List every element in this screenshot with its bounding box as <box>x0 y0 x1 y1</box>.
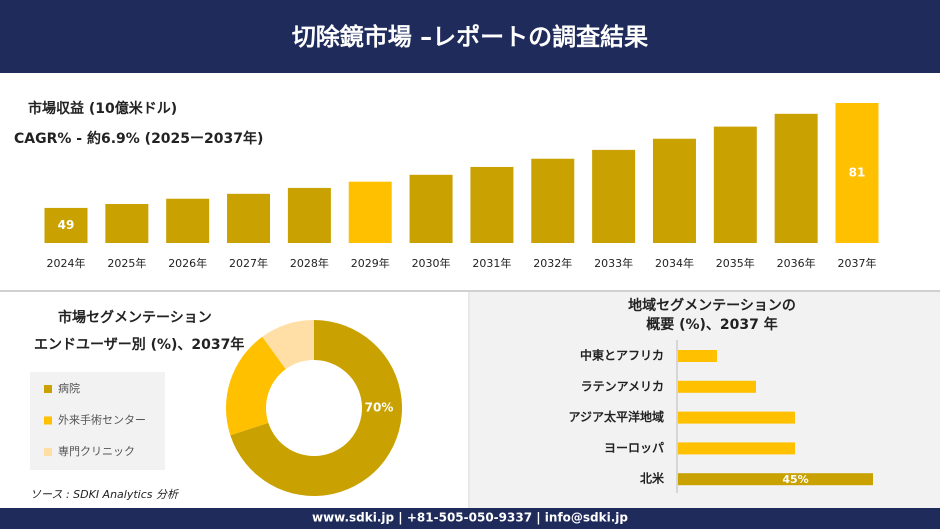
legend-swatch <box>44 416 52 425</box>
donut-segment <box>262 320 314 370</box>
x-tick-label: 2035年 <box>716 256 755 270</box>
legend-swatch <box>44 448 52 456</box>
header-title: 切除鏡市場 –レポートの調査結果 <box>292 23 648 51</box>
bar <box>774 113 818 243</box>
bar <box>592 149 636 243</box>
bar <box>835 103 879 243</box>
legend-label: 外来手術センター <box>58 413 146 427</box>
bar <box>44 207 88 243</box>
header-bg <box>0 0 940 73</box>
bar <box>678 411 795 424</box>
x-tick-label: 2031年 <box>472 256 511 270</box>
data-label: 70% <box>365 401 394 415</box>
bar <box>409 174 453 243</box>
x-tick-label: 2030年 <box>412 256 451 270</box>
chart-subtitle: エンドユーザー別 (%)、2037年 <box>34 336 244 353</box>
x-tick-label: 2037年 <box>838 256 877 270</box>
chart-title: 市場セグメンテーション <box>58 309 212 326</box>
x-tick-label: 2026年 <box>168 256 207 270</box>
legend-label: 病院 <box>58 381 80 395</box>
y-tick-label: 中東とアフリカ <box>580 348 664 363</box>
donut-segment <box>230 320 402 496</box>
bar <box>348 181 392 243</box>
legend-swatch <box>44 385 52 393</box>
data-label: 45% <box>782 473 808 486</box>
y-tick-label: ヨーロッパ <box>604 441 664 455</box>
y-tick-label: アジア太平洋地域 <box>568 409 664 424</box>
bar <box>531 158 575 243</box>
x-tick-label: 2032年 <box>533 256 572 270</box>
right-panel <box>470 292 940 508</box>
bar <box>105 203 149 243</box>
chart-title: 市場収益 (10億米ドル) <box>28 100 177 117</box>
donut-segment <box>226 336 286 436</box>
data-label: 49 <box>58 218 75 232</box>
bar <box>678 380 756 393</box>
y-tick-label: ラテンアメリカ <box>581 379 664 393</box>
bar <box>678 442 795 455</box>
chart-subtitle: CAGR% - 約6.9% (2025ー2037年) <box>14 130 263 147</box>
x-tick-label: 2033年 <box>594 256 633 270</box>
data-label: 81 <box>849 166 866 180</box>
legend-label: 専門クリニック <box>58 445 135 458</box>
x-tick-label: 2029年 <box>351 256 390 270</box>
bar <box>287 187 331 243</box>
x-tick-label: 2025年 <box>107 256 146 270</box>
y-tick-label: 北米 <box>640 471 665 486</box>
footer-bg <box>0 508 940 529</box>
bar <box>652 138 696 243</box>
legend-bg <box>30 372 165 470</box>
bar <box>166 198 210 243</box>
x-tick-label: 2027年 <box>229 256 268 270</box>
chart-title: 概要 (%)、2037 年 <box>646 316 778 333</box>
bar <box>678 350 717 362</box>
bar <box>227 193 271 243</box>
footer: www.sdki.jp | +81-505-050-9337 | info@sd… <box>312 511 628 525</box>
x-tick-label: 2024年 <box>47 256 86 270</box>
source: ソース : SDKI Analytics 分析 <box>30 488 180 501</box>
bar <box>470 166 514 243</box>
bar <box>713 126 757 243</box>
x-tick-label: 2036年 <box>777 256 816 270</box>
bar <box>678 473 873 486</box>
x-tick-label: 2028年 <box>290 256 329 270</box>
x-tick-label: 2034年 <box>655 256 694 270</box>
chart-title: 地域セグメンテーションの <box>628 297 796 314</box>
